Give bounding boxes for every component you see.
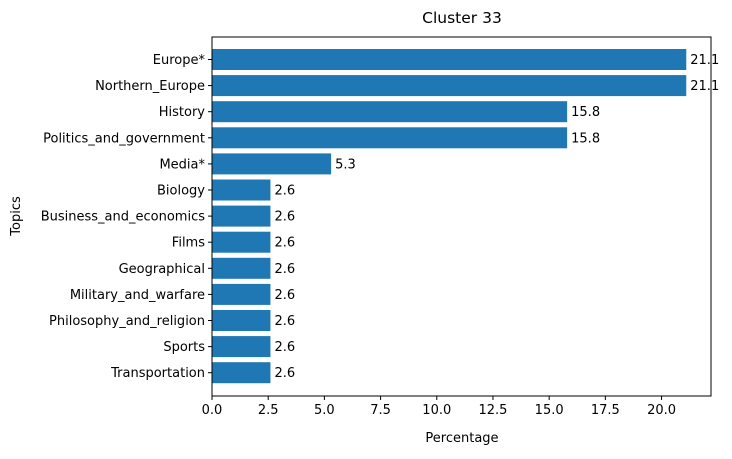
value-label: 2.6	[274, 262, 295, 277]
value-label: 2.6	[274, 236, 295, 251]
value-label: 21.1	[690, 79, 719, 94]
value-label: 5.3	[335, 157, 356, 172]
bar-biology	[212, 179, 271, 201]
bar-business-and-economics	[212, 205, 271, 227]
bar-geographical	[212, 257, 271, 279]
bar-politics-and-government	[212, 127, 568, 149]
bar-europe	[212, 49, 687, 70]
y-axis-title: Topics	[9, 196, 24, 237]
bar-media	[212, 153, 332, 175]
x-tick-label: 2.5	[258, 403, 279, 418]
y-tick-label: Military_and_warfare	[70, 288, 205, 303]
value-label: 2.6	[274, 184, 295, 199]
value-label: 2.6	[274, 340, 295, 355]
x-axis-title: Percentage	[425, 431, 498, 446]
x-tick-label: 17.5	[591, 403, 620, 418]
y-tick-label: Films	[172, 236, 205, 251]
y-tick-label: Philosophy_and_religion	[49, 314, 205, 329]
y-tick-label: Sports	[163, 340, 205, 355]
value-labels: 21.1 21.1 15.8 15.8 5.3 2.6 2.6 2.6 2.6 2.6 2.6 2.6…	[274, 53, 719, 381]
y-tick-label: Politics_and_government	[43, 131, 205, 146]
x-tick-label: 0.0	[202, 403, 223, 418]
x-tick-label: 12.5	[478, 403, 507, 418]
value-label: 2.6	[274, 288, 295, 303]
value-label: 15.8	[571, 105, 600, 120]
y-tick-label: Transportation	[110, 366, 205, 381]
x-axis-ticks: 0.0 2.5 5.0 7.5 10.0 12.5 15.0 17.5 20.0	[202, 396, 676, 418]
bar-military-and-warfare	[212, 283, 271, 305]
plot-frame	[211, 36, 712, 397]
bar-films	[212, 231, 271, 253]
bar-philosophy-and-religion	[212, 310, 271, 331]
x-tick-label: 10.0	[422, 403, 451, 418]
y-tick-label: Geographical	[119, 262, 205, 277]
value-label: 21.1	[690, 53, 719, 68]
value-label: 2.6	[274, 210, 295, 225]
bars-layer	[212, 49, 687, 384]
bar-northern-europe	[212, 75, 687, 97]
x-tick-label: 5.0	[314, 403, 335, 418]
x-tick-label: 20.0	[647, 403, 676, 418]
y-tick-label: History	[159, 105, 206, 120]
bar-history	[212, 101, 568, 123]
bar-transportation	[212, 362, 271, 384]
y-tick-label: Business_and_economics	[41, 210, 205, 225]
y-tick-label: Northern_Europe	[95, 79, 205, 94]
y-tick-label: Biology	[157, 184, 205, 199]
value-label: 2.6	[274, 366, 295, 381]
value-label: 15.8	[571, 131, 600, 146]
y-tick-label: Media*	[159, 157, 205, 172]
y-tick-label: Europe*	[153, 53, 206, 68]
x-tick-label: 15.0	[535, 403, 564, 418]
chart-title: Cluster 33	[422, 9, 502, 27]
bar-sports	[212, 336, 271, 358]
value-label: 2.6	[274, 314, 295, 329]
y-axis-ticks: Europe* Northern_Europe History Politics_an…	[41, 53, 212, 381]
x-tick-label: 7.5	[370, 403, 391, 418]
